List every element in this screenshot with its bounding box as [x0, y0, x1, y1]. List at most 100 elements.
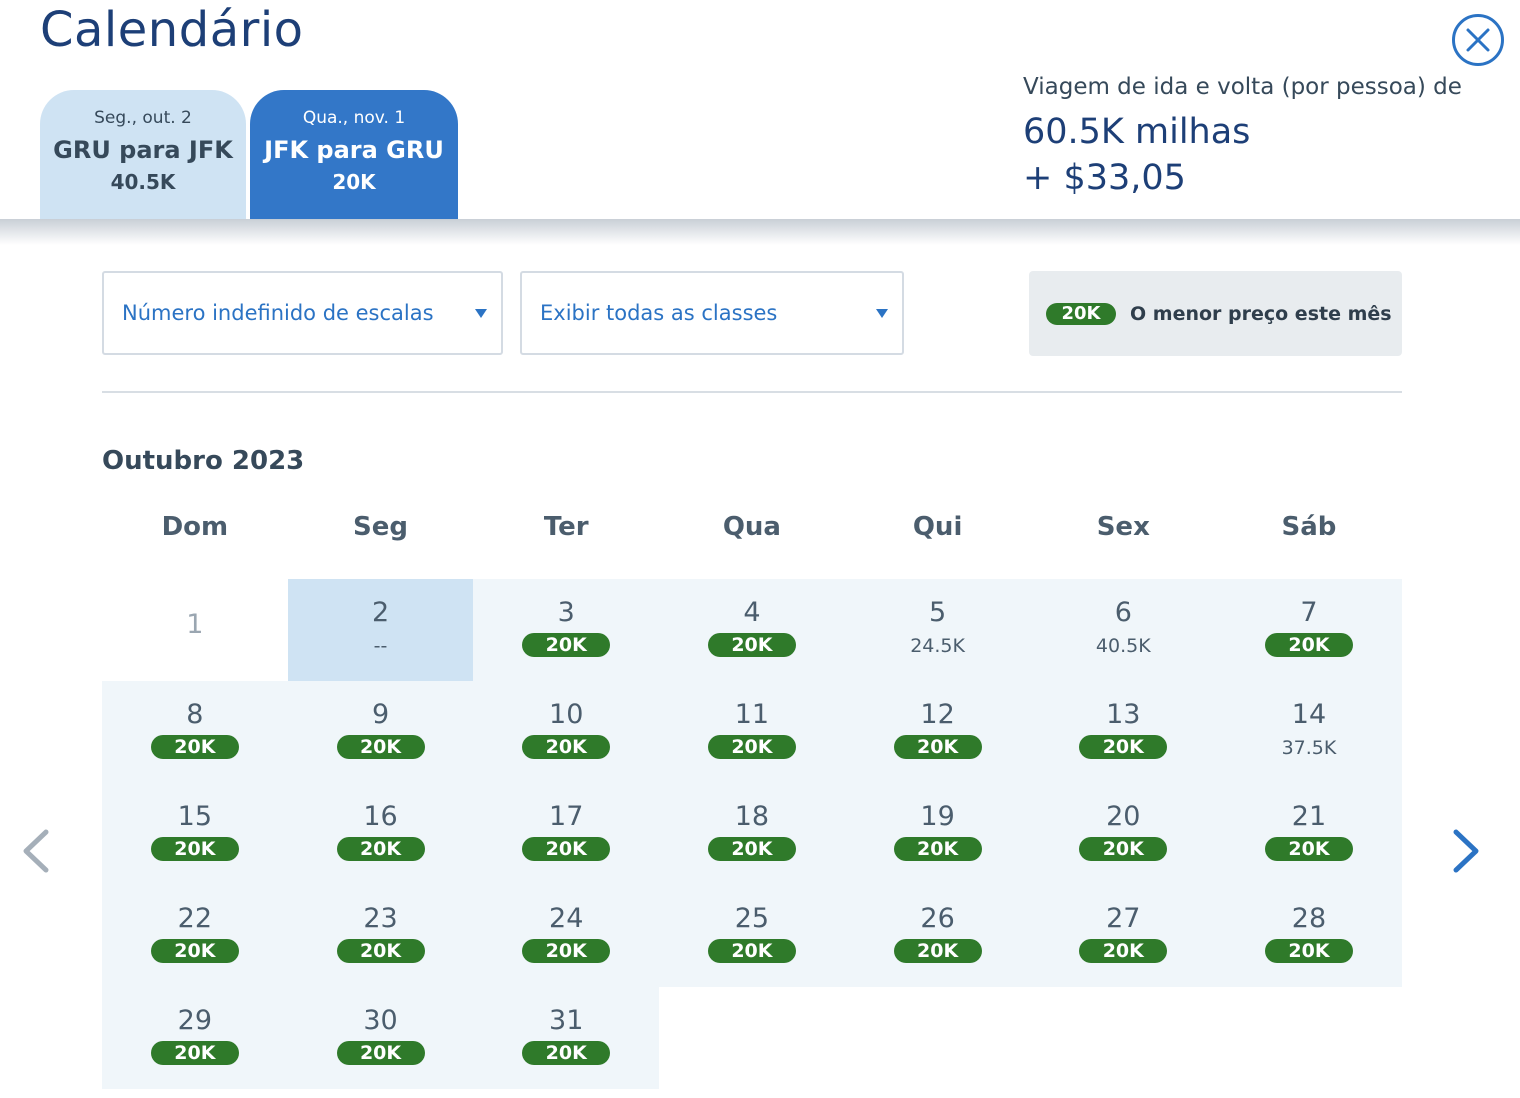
- day-number: 7: [1300, 597, 1318, 628]
- stops-select-value: Número indefinido de escalas: [122, 301, 434, 325]
- calendar-day[interactable]: 28 20K: [1216, 885, 1402, 987]
- day-number: 12: [920, 699, 955, 730]
- day-number: 27: [1106, 903, 1141, 934]
- lowest-price-badge: 20K: [336, 1041, 425, 1065]
- day-number: 24: [549, 903, 584, 934]
- calendar-day[interactable]: 23 20K: [287, 885, 474, 987]
- lowest-price-badge: 20K: [1079, 939, 1168, 963]
- day-number: 14: [1291, 699, 1327, 730]
- lowest-price-badge: 20K: [150, 837, 239, 861]
- day-price: 24.5K: [910, 635, 965, 657]
- lowest-price-badge: 20K: [336, 837, 425, 861]
- day-number: 23: [363, 903, 398, 934]
- lowest-price-badge: 20K: [522, 837, 611, 861]
- close-icon: [1466, 28, 1490, 52]
- weekday-label: Qua: [722, 512, 781, 542]
- day-number: 3: [557, 597, 575, 628]
- calendar-day[interactable]: 5 24.5K: [844, 579, 1031, 681]
- chevron-left-icon: [23, 829, 49, 873]
- tab-price: 20K: [332, 170, 376, 194]
- lowest-price-badge: 20K: [522, 633, 611, 657]
- calendar-day[interactable]: 24 20K: [473, 885, 660, 987]
- day-number: 6: [1114, 597, 1132, 628]
- lowest-price-badge: 20K: [893, 939, 982, 963]
- calendar-day[interactable]: 10 20K: [473, 681, 660, 783]
- calendar-day[interactable]: 25 20K: [659, 885, 845, 987]
- calendar-day[interactable]: 17 20K: [473, 783, 660, 885]
- calendar-day[interactable]: 4 20K: [659, 579, 845, 681]
- day-number: 21: [1291, 801, 1327, 832]
- lowest-price-badge: 20K: [707, 735, 796, 759]
- price-summary: Viagem de ida e volta (por pessoa) de 60…: [1023, 74, 1462, 202]
- day-number: 22: [177, 903, 213, 934]
- day-number: 30: [363, 1005, 398, 1036]
- calendar-day[interactable]: 11 20K: [659, 681, 845, 783]
- calendar-day[interactable]: 16 20K: [287, 783, 474, 885]
- tab-route: JFK para GRU: [264, 136, 444, 164]
- calendar-day[interactable]: 27 20K: [1030, 885, 1217, 987]
- tab-return[interactable]: Qua., nov. 1 JFK para GRU 20K: [250, 90, 458, 220]
- trip-tabs: Seg., out. 2 GRU para JFK 40.5K Qua., no…: [40, 90, 458, 220]
- calendar-day[interactable]: 14 37.5K: [1216, 681, 1402, 783]
- tab-date: Seg., out. 2: [94, 108, 192, 128]
- weekday-label: Seg: [353, 512, 409, 542]
- month-label: Outubro 2023: [102, 446, 305, 476]
- calendar-day[interactable]: 21 20K: [1216, 783, 1402, 885]
- calendar-day[interactable]: 15 20K: [102, 783, 288, 885]
- calendar-day[interactable]: 6 40.5K: [1030, 579, 1217, 681]
- calendar-day[interactable]: 3 20K: [473, 579, 660, 681]
- caret-down-icon: [475, 309, 487, 318]
- divider: [102, 391, 1402, 393]
- calendar-day[interactable]: 31 20K: [473, 987, 660, 1089]
- class-select[interactable]: Exibir todas as classes: [520, 271, 904, 355]
- lowest-price-badge: 20K: [1264, 633, 1353, 657]
- day-number: 31: [549, 1005, 584, 1036]
- day-number: 13: [1106, 699, 1141, 730]
- calendar-day[interactable]: 30 20K: [287, 987, 474, 1089]
- prev-month-button[interactable]: [18, 826, 58, 876]
- calendar-day[interactable]: 18 20K: [659, 783, 845, 885]
- calendar-day[interactable]: 12 20K: [844, 681, 1031, 783]
- day-price: --: [373, 635, 388, 657]
- summary-fee: + $33,05: [1023, 158, 1186, 198]
- day-number: 9: [371, 699, 390, 730]
- day-number: 15: [177, 801, 213, 832]
- lowest-price-badge: 20K: [707, 939, 796, 963]
- lowest-price-badge: 20K: [150, 939, 239, 963]
- day-number: 8: [186, 699, 204, 730]
- calendar-day[interactable]: 26 20K: [844, 885, 1031, 987]
- lowest-price-badge: 20K: [336, 735, 425, 759]
- day-number: 28: [1291, 903, 1327, 934]
- day-number: 10: [549, 699, 584, 730]
- weekday-header: Dom Seg Ter Qua Qui Sex Sáb: [102, 512, 1402, 542]
- calendar-day[interactable]: 22 20K: [102, 885, 288, 987]
- legend-text: O menor preço este mês: [1130, 302, 1392, 325]
- weekday-label: Ter: [543, 512, 589, 542]
- tab-route: GRU para JFK: [53, 136, 233, 164]
- day-number: 5: [929, 597, 947, 628]
- close-button[interactable]: [1452, 14, 1504, 66]
- next-month-button[interactable]: [1446, 826, 1486, 876]
- lowest-price-badge: 20K: [336, 939, 425, 963]
- tab-outbound[interactable]: Seg., out. 2 GRU para JFK 40.5K: [40, 90, 246, 220]
- lowest-price-badge: 20K: [522, 1041, 611, 1065]
- calendar-day[interactable]: 29 20K: [102, 987, 288, 1089]
- calendar-day[interactable]: 20 20K: [1030, 783, 1217, 885]
- calendar-day[interactable]: 7 20K: [1216, 579, 1402, 681]
- day-number: 1: [186, 609, 204, 640]
- stops-select[interactable]: Número indefinido de escalas: [102, 271, 503, 355]
- day-number: 11: [734, 699, 770, 730]
- lowest-price-badge: 20K: [1264, 837, 1353, 861]
- calendar-day[interactable]: 19 20K: [844, 783, 1031, 885]
- lowest-price-badge: 20K: [707, 837, 796, 861]
- calendar-day[interactable]: 8 20K: [102, 681, 288, 783]
- lowest-price-legend: 20K O menor preço este mês: [1029, 271, 1402, 356]
- calendar-day: 1: [102, 579, 288, 681]
- calendar-day[interactable]: 9 20K: [287, 681, 474, 783]
- calendar-day[interactable]: 13 20K: [1030, 681, 1217, 783]
- day-number: 19: [920, 801, 955, 832]
- legend-badge: 20K: [1046, 302, 1116, 325]
- summary-miles: 60.5K milhas: [1023, 112, 1251, 152]
- calendar-day[interactable]: 2 --: [287, 579, 474, 681]
- day-number: 16: [363, 801, 398, 832]
